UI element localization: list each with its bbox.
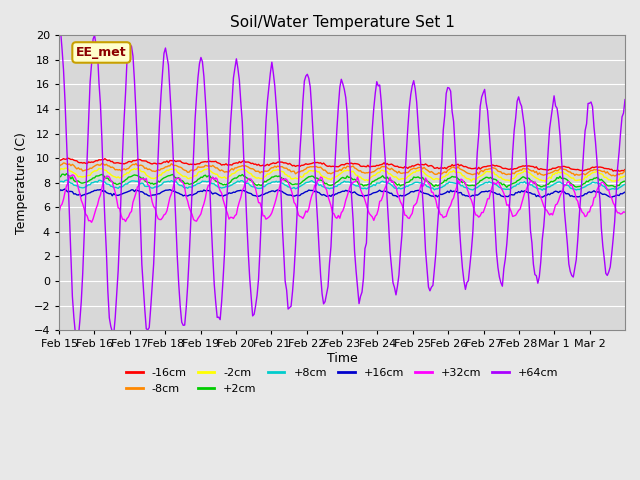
-16cm [64, 155, 72, 161]
Title: Soil/Water Temperature Set 1: Soil/Water Temperature Set 1 [230, 15, 454, 30]
+64cm [93, 49, 101, 55]
+32cm [76, 191, 84, 196]
-2cm [460, 173, 468, 179]
Line: +2cm: +2cm [59, 174, 625, 187]
-16cm [621, 167, 629, 172]
-8cm [621, 168, 629, 174]
Line: -2cm: -2cm [59, 168, 625, 181]
-16cm [545, 168, 552, 173]
Line: -8cm: -8cm [59, 163, 625, 176]
+2cm [55, 174, 63, 180]
Line: +32cm: +32cm [59, 175, 625, 222]
+8cm [620, 182, 627, 188]
-8cm [60, 160, 67, 166]
+32cm [546, 212, 554, 218]
+16cm [55, 189, 63, 194]
Line: +64cm: +64cm [59, 27, 625, 343]
-8cm [611, 173, 618, 179]
-16cm [620, 168, 627, 174]
+16cm [93, 187, 101, 193]
-8cm [545, 170, 552, 176]
+2cm [503, 184, 511, 190]
+2cm [76, 180, 84, 185]
+8cm [460, 184, 468, 190]
-2cm [63, 165, 70, 171]
+16cm [76, 191, 84, 197]
+64cm [621, 97, 629, 103]
+16cm [545, 191, 552, 197]
+16cm [621, 189, 629, 195]
+2cm [93, 173, 101, 179]
Legend: -16cm, -8cm, -2cm, +2cm, +8cm, +16cm, +32cm, +64cm: -16cm, -8cm, -2cm, +2cm, +8cm, +16cm, +3… [122, 364, 563, 398]
+32cm [621, 209, 629, 215]
-2cm [621, 173, 629, 179]
-2cm [541, 179, 549, 184]
-2cm [55, 168, 63, 174]
-16cm [460, 164, 468, 169]
X-axis label: Time: Time [326, 352, 357, 365]
+32cm [461, 180, 469, 186]
+2cm [460, 179, 468, 184]
+16cm [61, 186, 69, 192]
-8cm [55, 164, 63, 169]
+32cm [55, 210, 63, 216]
+8cm [621, 181, 629, 187]
-16cm [93, 158, 101, 164]
+2cm [348, 176, 355, 181]
+64cm [545, 148, 552, 154]
-16cm [615, 168, 623, 174]
+8cm [546, 184, 554, 190]
Line: +8cm: +8cm [59, 180, 625, 190]
-16cm [55, 157, 63, 163]
+64cm [460, 278, 468, 284]
+16cm [348, 190, 355, 196]
+64cm [55, 24, 63, 30]
+32cm [95, 196, 103, 202]
+2cm [620, 179, 627, 184]
+8cm [93, 179, 101, 185]
+8cm [76, 184, 84, 190]
-2cm [93, 167, 101, 173]
-8cm [93, 162, 101, 168]
+32cm [349, 180, 357, 185]
+2cm [621, 178, 629, 184]
+32cm [88, 219, 95, 225]
-8cm [460, 168, 468, 174]
-8cm [348, 164, 355, 169]
+64cm [348, 195, 355, 201]
+16cm [460, 192, 468, 198]
-16cm [348, 160, 355, 166]
-16cm [76, 160, 84, 166]
Y-axis label: Temperature (C): Temperature (C) [15, 132, 28, 234]
-2cm [546, 174, 554, 180]
+8cm [63, 177, 70, 183]
+8cm [538, 187, 546, 193]
+16cm [608, 194, 616, 200]
+2cm [546, 180, 554, 186]
-2cm [348, 169, 355, 175]
+64cm [76, 319, 84, 324]
-2cm [76, 174, 84, 180]
Text: EE_met: EE_met [76, 46, 127, 59]
-8cm [76, 167, 84, 172]
+2cm [63, 171, 70, 177]
-8cm [620, 170, 627, 176]
-2cm [620, 174, 627, 180]
Line: +16cm: +16cm [59, 189, 625, 197]
+16cm [620, 190, 627, 196]
+64cm [618, 114, 626, 120]
+8cm [348, 180, 355, 185]
+32cm [68, 172, 76, 178]
+8cm [55, 179, 63, 184]
+64cm [73, 340, 81, 346]
+32cm [620, 209, 627, 215]
Line: -16cm: -16cm [59, 158, 625, 171]
